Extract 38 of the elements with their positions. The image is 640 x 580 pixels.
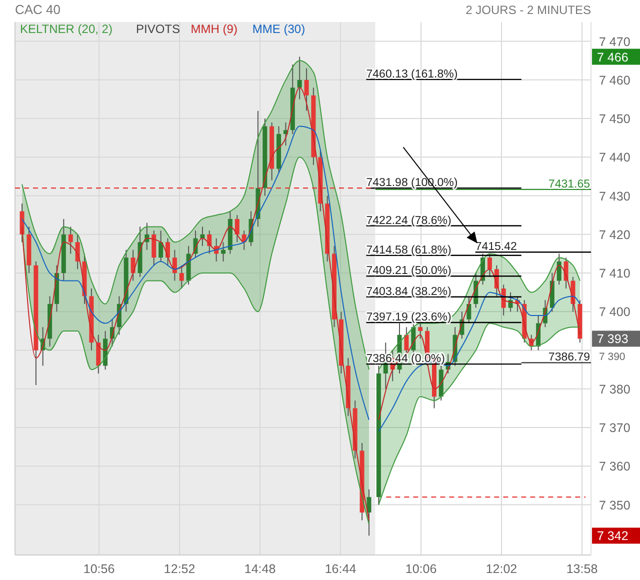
text: KELTNER (20, 2) [20, 22, 112, 36]
annotation: 7422.24 (78.6%) [366, 214, 452, 227]
x-tick-label: 10:56 [83, 562, 115, 576]
text: MMH (9) [190, 22, 238, 36]
x-tick-label: 13:58 [566, 562, 598, 576]
y-tick-label: 7 410 [599, 266, 630, 281]
y-tick-label: 7 360 [599, 460, 630, 474]
x-tick-label: 16:44 [324, 562, 356, 576]
annotation: 7414.58 (61.8%) [366, 244, 452, 256]
y-tick-label: 7 450 [599, 112, 630, 126]
y-tick-label: 7 390 [599, 350, 626, 363]
y-tick-label: 7 370 [599, 421, 630, 436]
text: MME (30) [252, 22, 306, 36]
annotation: 7386.79 [548, 352, 590, 364]
chart-subtitle: 2 JOURS - 2 MINUTES [466, 3, 591, 17]
y-tick-label: 7 420 [599, 228, 630, 242]
y-tick-label: 7 466 [597, 50, 628, 64]
y-tick-label: 7 400 [599, 305, 630, 320]
y-tick-label: 7 470 [599, 34, 630, 49]
y-tick-label: 7 393 [597, 332, 628, 346]
y-tick-label: 7 342 [597, 529, 628, 544]
annotation: 7397.19 (23.6%) [366, 312, 452, 324]
x-tick-label: 12:52 [164, 562, 196, 576]
annotation: 7415.42 [475, 241, 517, 254]
x-tick-label: 10:06 [405, 562, 437, 576]
x-tick-label: 12:02 [486, 562, 518, 576]
annotation: PIVOTS [136, 22, 180, 36]
y-tick-label: 7 440 [599, 150, 630, 165]
y-tick-label: 7 460 [599, 73, 630, 88]
annotation: 7431.65 [548, 178, 590, 190]
y-tick-label: 7 350 [599, 498, 630, 512]
x-tick-label: 14:48 [244, 562, 276, 576]
y-tick-label: 7 380 [599, 382, 630, 396]
annotation: 7409.21 (50.0%) [366, 265, 452, 278]
y-tick-label: 7 430 [599, 189, 630, 204]
annotation: 7403.84 (38.2%) [366, 286, 452, 298]
chart-title: CAC 40 [15, 2, 61, 17]
annotation: 7460.13 (161.8%) [366, 68, 458, 80]
